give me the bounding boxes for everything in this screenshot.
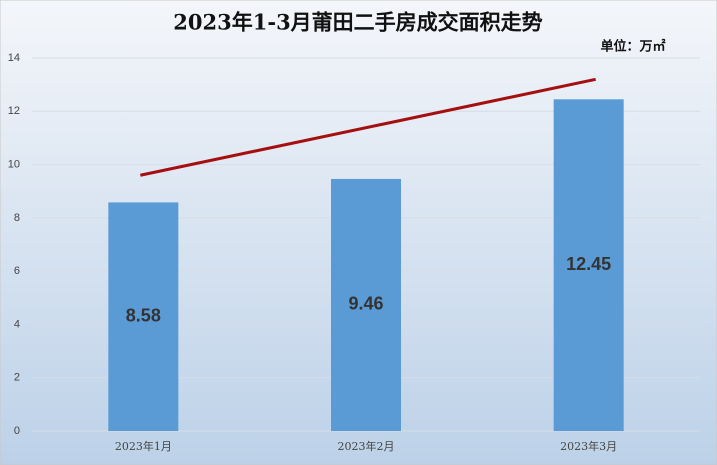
trend-line	[140, 77, 596, 177]
bar	[108, 202, 179, 431]
chart-title: 2023年1-3月莆田二手房成交面积走势	[173, 10, 542, 35]
value-label: 8.58	[126, 305, 161, 325]
y-tick-label: 4	[14, 318, 20, 330]
x-tick-label: 2023年2月	[338, 439, 395, 453]
bar	[553, 99, 624, 432]
y-tick-label: 0	[14, 425, 20, 437]
bar	[331, 178, 401, 431]
y-tick-label: 8	[14, 212, 20, 224]
value-label: 12.45	[566, 254, 611, 274]
y-tick-label: 14	[8, 52, 20, 64]
value-label: 9.46	[348, 294, 383, 314]
y-tick-label: 2	[14, 372, 20, 384]
y-tick-label: 6	[14, 265, 20, 277]
x-tick-label: 2023年1月	[115, 439, 172, 453]
unit-label: 单位：万㎡	[600, 38, 665, 53]
y-tick-label: 12	[8, 105, 20, 117]
y-tick-label: 10	[8, 158, 20, 170]
x-tick-label: 2023年3月	[560, 439, 617, 453]
